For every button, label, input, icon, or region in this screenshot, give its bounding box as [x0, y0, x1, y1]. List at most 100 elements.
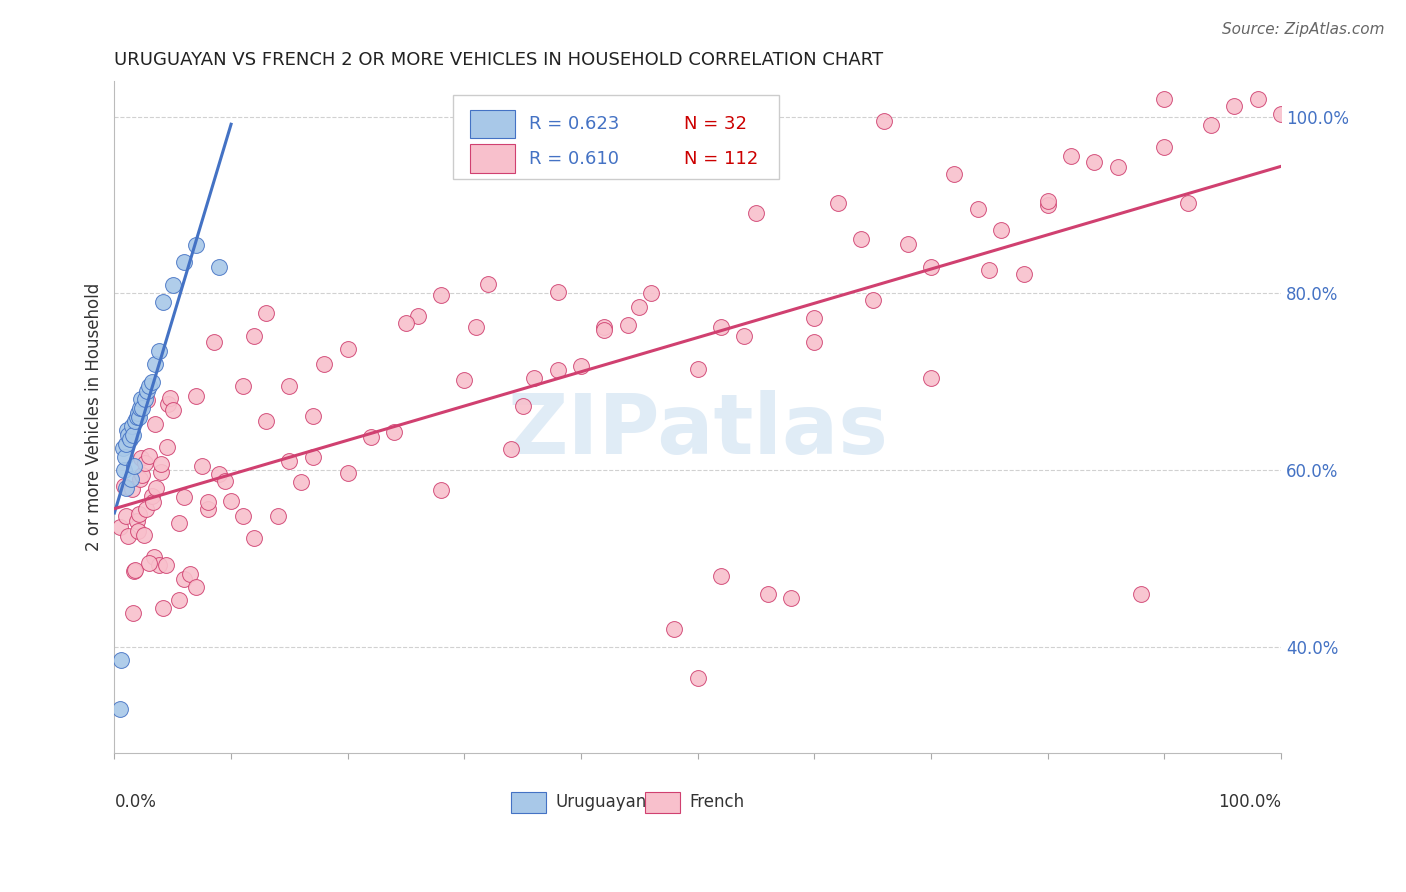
Point	[132, 528, 155, 542]
Point	[664, 622, 686, 636]
Point	[173, 572, 195, 586]
Point	[897, 237, 920, 252]
Point	[134, 456, 156, 470]
Point	[803, 310, 825, 325]
Point	[267, 509, 290, 524]
Point	[745, 206, 768, 220]
Point	[138, 556, 160, 570]
Point	[862, 293, 884, 308]
Point	[301, 409, 323, 423]
Point	[406, 309, 429, 323]
Point	[628, 300, 651, 314]
Point	[155, 558, 177, 572]
Point	[148, 558, 170, 573]
Point	[640, 285, 662, 300]
Point	[254, 306, 277, 320]
Point	[134, 392, 156, 407]
Point	[232, 379, 254, 393]
Point	[162, 277, 184, 292]
FancyBboxPatch shape	[470, 110, 515, 137]
Point	[873, 113, 896, 128]
Point	[184, 237, 207, 252]
Point	[290, 475, 312, 490]
Point	[465, 319, 488, 334]
Point	[243, 531, 266, 545]
Point	[979, 263, 1001, 277]
Point	[1036, 194, 1059, 208]
Point	[593, 322, 616, 336]
Point	[118, 432, 141, 446]
Point	[129, 392, 152, 407]
Point	[124, 414, 146, 428]
Point	[382, 425, 405, 439]
Point	[191, 459, 214, 474]
Point	[219, 493, 242, 508]
Point	[112, 478, 135, 492]
Point	[121, 483, 143, 497]
Point	[686, 671, 709, 685]
Point	[120, 472, 142, 486]
Point	[278, 379, 301, 393]
Point	[616, 318, 638, 332]
Point	[124, 563, 146, 577]
Point	[114, 450, 136, 464]
Point	[314, 357, 336, 371]
Point	[301, 450, 323, 465]
Point	[128, 507, 150, 521]
Point	[152, 601, 174, 615]
Text: R = 0.610: R = 0.610	[529, 150, 619, 168]
Point	[756, 587, 779, 601]
Point	[1083, 154, 1105, 169]
FancyBboxPatch shape	[453, 95, 779, 178]
Point	[208, 467, 231, 482]
Point	[173, 255, 195, 269]
Point	[336, 466, 359, 480]
Text: R = 0.623: R = 0.623	[529, 115, 619, 133]
Point	[1177, 196, 1199, 211]
Point	[1107, 161, 1129, 175]
Point	[202, 334, 225, 349]
Point	[593, 319, 616, 334]
Point	[184, 389, 207, 403]
Point	[523, 371, 546, 385]
Point	[152, 295, 174, 310]
Point	[1153, 140, 1175, 154]
Point	[920, 260, 942, 275]
Point	[1130, 587, 1153, 601]
Point	[173, 490, 195, 504]
Point	[122, 564, 145, 578]
Point	[128, 410, 150, 425]
Point	[208, 260, 231, 274]
Point	[360, 429, 382, 443]
Point	[127, 524, 149, 539]
Point	[141, 489, 163, 503]
Point	[121, 418, 143, 433]
Point	[157, 396, 180, 410]
Point	[150, 466, 173, 480]
Point	[336, 342, 359, 356]
Point	[112, 463, 135, 477]
Point	[1060, 149, 1083, 163]
Point	[803, 334, 825, 349]
Point	[547, 285, 569, 300]
Point	[131, 401, 153, 416]
Point	[1199, 118, 1222, 132]
Point	[395, 316, 418, 330]
Point	[136, 384, 159, 398]
Point	[127, 406, 149, 420]
Point	[197, 495, 219, 509]
Text: N = 32: N = 32	[683, 115, 747, 133]
Point	[138, 379, 160, 393]
Point	[138, 449, 160, 463]
Point	[110, 701, 132, 715]
Point	[115, 508, 138, 523]
Point	[569, 359, 592, 373]
Point	[430, 483, 453, 497]
Text: Source: ZipAtlas.com: Source: ZipAtlas.com	[1222, 22, 1385, 37]
Point	[232, 508, 254, 523]
Point	[143, 550, 166, 565]
Point	[430, 288, 453, 302]
Point	[827, 196, 849, 211]
Point	[1246, 92, 1268, 106]
Point	[136, 392, 159, 407]
